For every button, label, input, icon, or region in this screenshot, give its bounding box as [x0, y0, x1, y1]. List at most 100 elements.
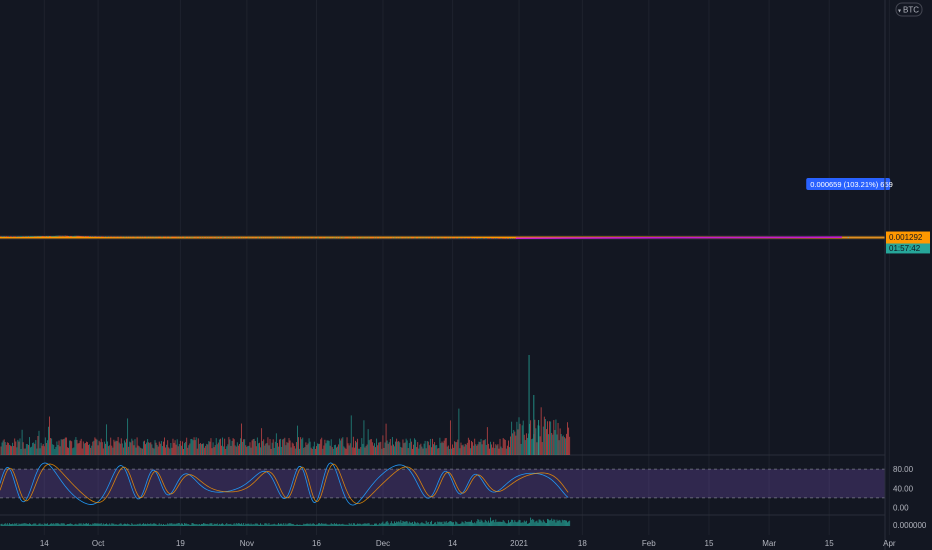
indicator-bar	[518, 519, 520, 526]
volume-bar	[508, 440, 509, 455]
candle-body	[366, 237, 368, 239]
candle-body	[43, 236, 45, 237]
volume-bar	[536, 442, 538, 455]
volume-bar	[405, 438, 407, 455]
indicator-bar	[374, 523, 375, 526]
candle-body	[481, 237, 483, 239]
candle-body	[119, 236, 121, 238]
volume-bar	[115, 440, 117, 455]
time-axis[interactable]: 14 Oct 19 Nov 16 Dec 14 2021 18 Feb 15 Mar 15 Apr	[40, 539, 896, 548]
volume-bar	[441, 441, 443, 455]
indicator-bar	[178, 523, 180, 526]
indicator-bar	[356, 524, 357, 526]
indicator-bar	[25, 523, 27, 526]
volume-bar	[156, 444, 158, 455]
volume-bar	[137, 445, 139, 455]
candle-body	[133, 236, 135, 238]
indicator-bar	[402, 521, 404, 526]
indicator-bar	[104, 523, 106, 526]
candle-body	[510, 238, 512, 239]
indicator-bar	[65, 524, 67, 526]
indicator-bar	[535, 521, 537, 526]
candle-body	[130, 236, 132, 238]
candle-body	[490, 238, 491, 239]
candle-body	[419, 237, 421, 239]
indicator-bar	[305, 523, 307, 526]
volume-bar	[418, 448, 420, 455]
indicator-bar	[497, 521, 499, 526]
candle-body	[176, 236, 178, 238]
volume-bar	[212, 442, 214, 455]
candle-body	[201, 237, 202, 238]
indicator-bar	[408, 521, 410, 526]
volume-bar	[172, 438, 174, 455]
candle-body	[410, 237, 412, 239]
indicator-bar	[375, 523, 376, 526]
candle-body	[137, 236, 139, 238]
volume-bar	[265, 443, 267, 455]
indicator-bar	[18, 523, 20, 526]
candle-body	[290, 237, 292, 239]
volume-bar	[169, 448, 171, 455]
indicator-bar	[478, 519, 480, 526]
candle-body	[365, 237, 367, 239]
time-tick-label: 15	[825, 539, 834, 548]
volume-bar	[351, 447, 353, 455]
indicator-bar	[376, 523, 378, 526]
volume-bar	[44, 437, 46, 455]
volume-bar	[225, 448, 227, 455]
volume-bar	[321, 437, 323, 455]
indicator-bar	[502, 520, 504, 526]
volume-bar	[357, 438, 359, 455]
volume-bar	[396, 438, 398, 455]
candle-body	[292, 237, 294, 239]
indicator-bar	[224, 524, 226, 526]
candle-body	[416, 237, 418, 239]
indicator-bar	[493, 519, 495, 526]
candle-body	[268, 237, 270, 239]
candle-body	[330, 237, 332, 239]
indicator-bar	[544, 522, 546, 526]
candle-body	[199, 236, 201, 238]
volume-bar	[187, 447, 189, 455]
candle-body	[309, 237, 311, 239]
candle-body	[23, 236, 25, 237]
indicator-bar	[519, 520, 521, 526]
volume-bar	[467, 437, 469, 455]
candle-body	[364, 237, 366, 239]
candle-body	[426, 237, 428, 239]
candle-body	[185, 236, 187, 238]
volume-bar	[276, 443, 278, 455]
candle-body	[163, 236, 164, 238]
volume-bar	[12, 442, 14, 455]
volume-bar	[275, 433, 277, 455]
volume-bar	[532, 438, 534, 455]
candle-body	[263, 237, 265, 239]
volume-bar	[179, 440, 181, 455]
candle-body	[449, 237, 451, 239]
candle-body	[311, 237, 313, 239]
volume-bar	[63, 438, 65, 455]
volume-bar	[562, 435, 564, 455]
currency-badge[interactable]: BTC ▾	[895, 2, 923, 17]
indicator-bar	[371, 524, 373, 526]
volume-bar	[246, 446, 248, 455]
indicator-bar	[395, 523, 397, 526]
volume-bar	[84, 443, 86, 455]
volume-bar	[240, 438, 241, 455]
volume-bar	[189, 443, 191, 455]
candle-body	[479, 237, 481, 239]
volume-bar	[320, 439, 322, 455]
volume-bar	[312, 446, 314, 455]
volume-bar	[108, 446, 110, 455]
indicator-bar	[135, 524, 137, 526]
indicator-bar	[541, 522, 543, 526]
candle-body	[445, 237, 447, 239]
indicator-bar	[568, 521, 570, 526]
volume-bar	[194, 440, 196, 455]
time-tick-label: 14	[448, 539, 457, 548]
candle-body	[219, 237, 221, 238]
indicator-bar	[256, 523, 258, 526]
indicator-bar	[60, 523, 62, 526]
